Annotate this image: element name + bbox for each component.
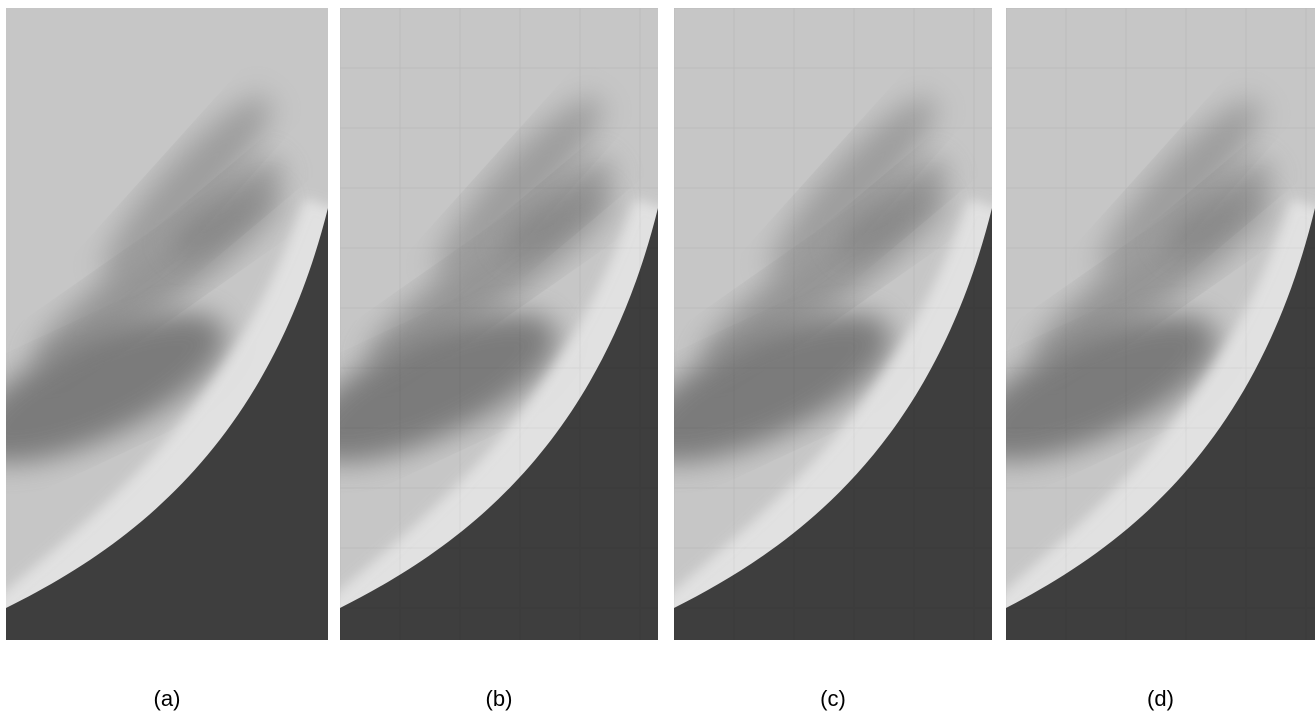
- figure: (a) (b) (c) (d): [0, 0, 1315, 713]
- panel-caption: (a): [154, 686, 181, 711]
- panel-caption: (b): [486, 686, 513, 711]
- panel-caption: (d): [1147, 686, 1174, 711]
- tile-grid: [674, 8, 992, 640]
- tile-grid: [1006, 8, 1315, 640]
- image-panel: [616, 8, 997, 640]
- panel-caption: (c): [820, 686, 846, 711]
- tile-grid: [340, 8, 658, 640]
- image-panel: [949, 8, 1315, 640]
- image-panel: [0, 8, 333, 640]
- image-panel: [282, 8, 663, 640]
